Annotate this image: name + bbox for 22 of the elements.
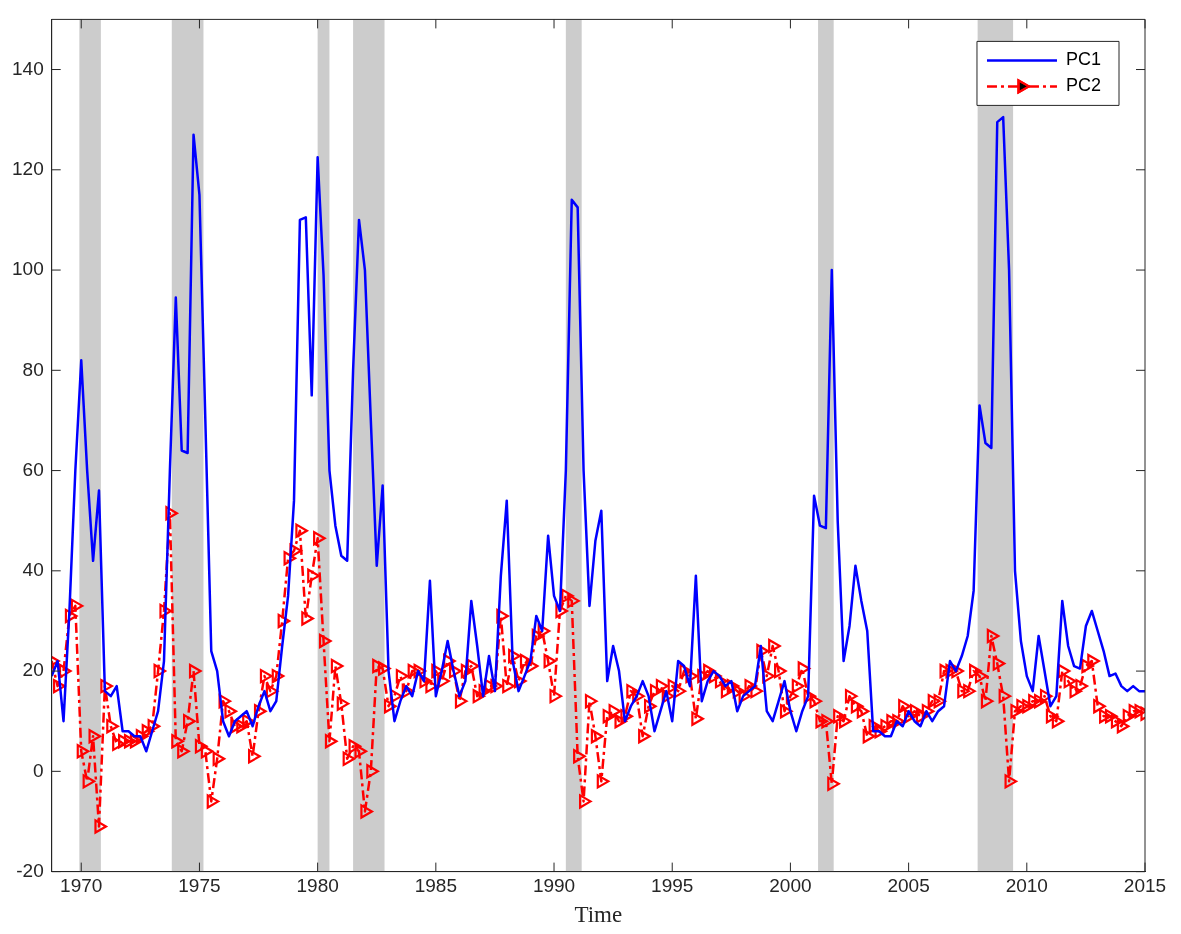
legend-label: PC2 <box>1065 75 1101 96</box>
x-tick-label: 2015 <box>1123 875 1167 897</box>
y-tick-label: 20 <box>22 659 44 681</box>
x-tick-label: 1975 <box>178 875 221 897</box>
y-tick-label: 120 <box>12 158 44 180</box>
y-tick-label: 60 <box>22 458 44 480</box>
x-tick-label: 1995 <box>651 875 694 897</box>
y-tick-label: 80 <box>22 358 44 380</box>
y-tick-label: -20 <box>16 859 44 881</box>
y-tick-label: 40 <box>22 559 44 581</box>
x-tick-label: 1970 <box>60 875 103 897</box>
y-tick-label: 0 <box>33 759 44 781</box>
x-tick-label: 1980 <box>296 875 339 897</box>
x-tick-label: 1985 <box>414 875 457 897</box>
x-axis-title: Time <box>574 902 623 928</box>
x-tick-label: 2010 <box>1005 875 1048 897</box>
x-tick-label: 2005 <box>887 875 930 897</box>
y-tick-label: 100 <box>12 258 44 280</box>
y-tick-label: 140 <box>12 57 44 79</box>
legend-label: PC1 <box>1065 49 1101 70</box>
x-tick-label: 2000 <box>769 875 812 897</box>
x-tick-label: 1990 <box>532 875 576 897</box>
